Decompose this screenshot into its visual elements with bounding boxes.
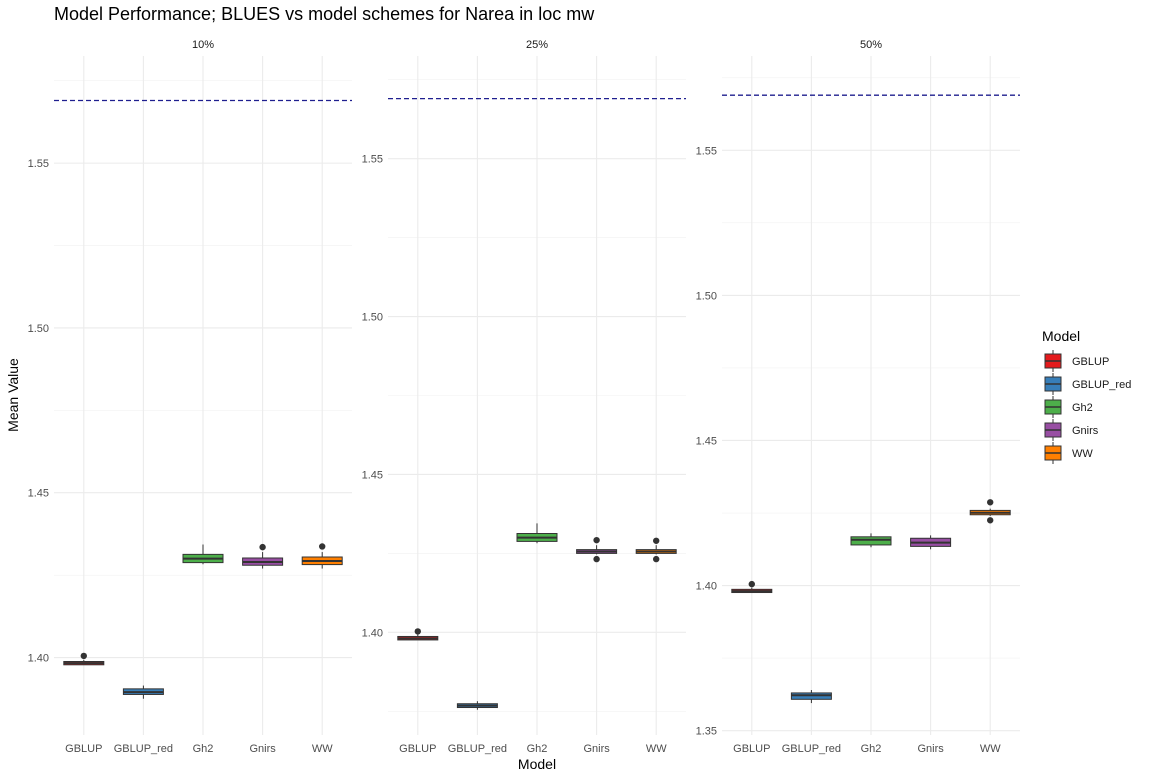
- x-tick-label: Gh2: [861, 743, 882, 755]
- legend-title: Model: [1042, 328, 1080, 344]
- x-tick-label: GBLUP: [65, 743, 102, 755]
- y-tick-label: 1.55: [28, 158, 49, 170]
- outlier-point: [319, 543, 326, 550]
- legend-item-Gnirs: Gnirs: [1044, 419, 1099, 441]
- x-tick-label: Gnirs: [917, 743, 944, 755]
- legend-label: Gh2: [1072, 402, 1093, 414]
- box-GBLUP_red: [790, 690, 832, 704]
- box-Gh2: [182, 544, 224, 565]
- x-tick-label: WW: [312, 743, 333, 755]
- legend-items: GBLUP GBLUP_red Gh2 Gnirs WW: [1044, 350, 1131, 464]
- box-WW: [301, 543, 343, 569]
- x-tick-label: Gh2: [193, 743, 214, 755]
- y-tick-label: 1.45: [696, 435, 717, 447]
- y-tick-label: 1.40: [362, 627, 383, 639]
- x-tick-label: GBLUP_red: [448, 743, 507, 755]
- facet-strip-label: 10%: [192, 39, 214, 51]
- legend-label: GBLUP: [1072, 356, 1109, 368]
- x-tick-label: WW: [980, 743, 1001, 755]
- box-Gh2: [850, 533, 892, 548]
- legend-item-GBLUP: GBLUP: [1044, 350, 1109, 372]
- box-GBLUP: [731, 580, 773, 594]
- x-tick-label: GBLUP_red: [114, 743, 173, 755]
- legend-item-GBLUP_red: GBLUP_red: [1044, 373, 1131, 395]
- box-GBLUP: [63, 652, 105, 666]
- y-tick-label: 1.55: [362, 154, 383, 166]
- legend-label: Gnirs: [1072, 425, 1099, 437]
- box-body: [850, 536, 892, 546]
- y-tick-label: 1.50: [362, 312, 383, 324]
- outlier-point: [80, 652, 88, 660]
- x-tick-label: GBLUP: [733, 743, 770, 755]
- x-tick-label: Gh2: [527, 743, 548, 755]
- facet-strip-label: 50%: [860, 39, 882, 51]
- x-tick-label: WW: [646, 743, 667, 755]
- facet-panel-50pct: 50% 1.35 1.40 1.45 1.50 1.55 GBLUP GBLUP_red Gh2…: [696, 39, 1020, 755]
- box-GBLUP_red: [122, 685, 164, 699]
- y-tick-label: 1.55: [696, 145, 717, 157]
- x-tick-label: Gnirs: [583, 743, 610, 755]
- outlier-point: [653, 537, 660, 544]
- box-Gnirs: [576, 536, 618, 563]
- facet-panel-10pct: 10% 1.40 1.45 1.50 1.55 GBLUP GBLUP_red Gh2 Gnir…: [28, 39, 352, 755]
- legend-item-Gh2: Gh2: [1044, 396, 1093, 418]
- legend-item-WW: WW: [1044, 442, 1093, 464]
- outlier-point: [987, 499, 994, 506]
- outlier-point: [593, 555, 600, 563]
- box-Gh2: [516, 523, 558, 544]
- outlier-point: [414, 628, 421, 635]
- facet-strip-label: 25%: [526, 39, 548, 51]
- y-tick-label: 1.50: [696, 290, 717, 302]
- x-tick-label: GBLUP: [399, 743, 436, 755]
- y-tick-label: 1.35: [696, 726, 717, 738]
- box-WW: [635, 537, 677, 563]
- box-Gnirs: [910, 535, 952, 550]
- outlier-point: [259, 543, 266, 551]
- x-tick-label: GBLUP_red: [782, 743, 841, 755]
- outlier-point: [748, 580, 755, 588]
- legend-label: WW: [1072, 448, 1093, 460]
- y-tick-label: 1.50: [28, 323, 49, 335]
- box-WW: [969, 499, 1011, 524]
- box-GBLUP_red: [456, 701, 498, 710]
- facet-panel-25pct: 25% 1.40 1.45 1.50 1.55 GBLUP GBLUP_red Gh2 Gnir…: [362, 39, 686, 755]
- outlier-point: [987, 517, 994, 524]
- box-GBLUP: [397, 628, 439, 641]
- chart-title: Model Performance; BLUES vs model scheme…: [54, 4, 595, 24]
- outlier-point: [653, 555, 660, 563]
- legend: Model GBLUP GBLUP_red Gh2 Gnirs WW: [1042, 328, 1131, 464]
- y-tick-label: 1.40: [696, 581, 717, 593]
- x-tick-label: Gnirs: [249, 743, 276, 755]
- y-tick-label: 1.40: [28, 653, 49, 665]
- y-tick-label: 1.45: [28, 488, 49, 500]
- y-tick-label: 1.45: [362, 469, 383, 481]
- y-axis-label: Mean Value: [5, 358, 21, 432]
- outlier-point: [593, 536, 600, 544]
- legend-label: GBLUP_red: [1072, 379, 1131, 391]
- x-axis-label: Model: [518, 756, 556, 772]
- box-Gnirs: [242, 543, 284, 569]
- facet-panels: 10% 1.40 1.45 1.50 1.55 GBLUP GBLUP_red Gh2 Gnir…: [28, 39, 1020, 755]
